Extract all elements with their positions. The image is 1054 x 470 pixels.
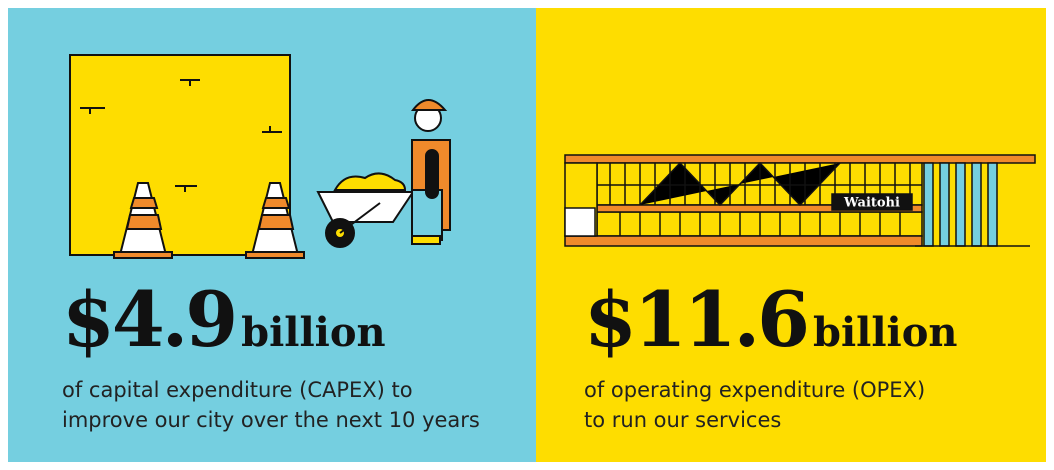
amount: $11.6 [584,275,807,364]
page: Waitohi $4.9billion of capital expenditu… [0,0,1054,470]
text-line: of capital expenditure (CAPEX) to [62,375,480,405]
building-illustration: Waitohi [565,155,1035,246]
text-line: of operating expenditure (OPEX) [584,375,925,405]
amount: $4.9 [62,275,235,364]
unit: billion [241,309,386,356]
text-line: to run our services [584,405,925,435]
text-line: improve our city over the next 10 years [62,405,480,435]
unit: billion [813,309,958,356]
sign-text: Waitohi [843,196,900,211]
opex-description: of operating expenditure (OPEX)to run ou… [584,375,925,435]
